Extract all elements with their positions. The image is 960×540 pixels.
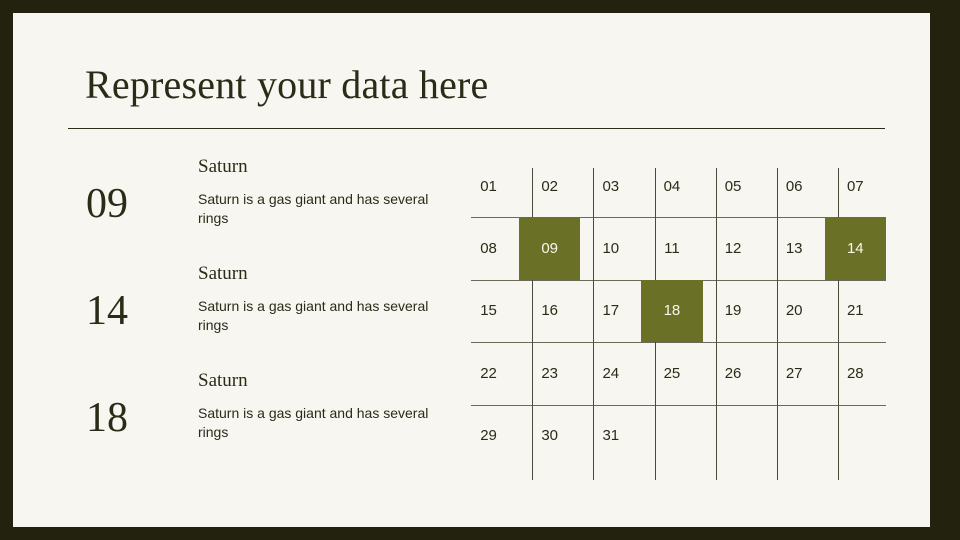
calendar-column-divider	[776, 168, 778, 480]
calendar-day-cell[interactable]: 21	[846, 302, 864, 320]
list-item-description: Saturn is a gas giant and has several ri…	[198, 297, 429, 334]
list-item[interactable]: 09 Saturn Saturn is a gas giant and has …	[68, 155, 443, 262]
calendar-day-cell[interactable]: 30	[541, 427, 559, 445]
list-item-description: Saturn is a gas giant and has several ri…	[198, 190, 429, 227]
data-list: 09 Saturn Saturn is a gas giant and has …	[68, 155, 443, 476]
calendar-column-divider	[532, 168, 534, 480]
calendar-day-cell[interactable]: 10	[602, 240, 620, 258]
list-item-heading: Saturn	[198, 370, 248, 391]
calendar-day-cell[interactable]: 25	[663, 364, 681, 382]
calendar-day-cell[interactable]: 05	[724, 177, 742, 195]
list-item-body: Saturn Saturn is a gas giant and has sev…	[198, 369, 446, 442]
calendar-row-divider	[471, 217, 886, 219]
calendar-day-cell[interactable]: 11	[664, 240, 680, 258]
calendar-week-row: 01 02 03 04 05 06 07	[458, 155, 886, 217]
list-item[interactable]: 14 Saturn Saturn is a gas giant and has …	[68, 262, 443, 369]
page-title: Represent your data here	[85, 62, 489, 107]
calendar-grid: 01 02 03 04 05 06 07 08 09 10 11 12 13 14 15 16 17 18 19 20…	[458, 155, 886, 481]
list-item-heading: Saturn	[198, 263, 248, 284]
calendar-day-cell[interactable]: 29	[480, 427, 497, 445]
calendar-day-cell[interactable]: 23	[541, 364, 559, 382]
calendar-day-cell[interactable]: 22	[480, 364, 497, 382]
calendar-day-cell-empty	[825, 405, 886, 467]
calendar-day-cell[interactable]: 08	[480, 240, 497, 258]
calendar-day-cell[interactable]: 26	[724, 364, 742, 382]
calendar-day-cell-empty	[641, 405, 702, 467]
list-item-body: Saturn Saturn is a gas giant and has sev…	[198, 262, 446, 335]
calendar-day-cell[interactable]: 17	[602, 302, 620, 320]
calendar-day-cell[interactable]: 27	[785, 364, 803, 382]
calendar-day-cell[interactable]: 15	[480, 302, 497, 320]
calendar-day-cell-empty	[703, 405, 764, 467]
calendar-day-cell[interactable]: 04	[663, 177, 681, 195]
calendar-day-cell[interactable]: 19	[724, 302, 742, 320]
calendar-day-cell[interactable]: 28	[846, 364, 864, 382]
calendar-day-cell[interactable]: 06	[785, 177, 803, 195]
calendar-week-row: 22 23 24 25 26 27 28	[458, 342, 886, 404]
calendar-day-cell[interactable]: 16	[541, 302, 559, 320]
calendar-day-cell[interactable]: 13	[785, 240, 803, 258]
calendar-day-cell[interactable]: 07	[846, 177, 864, 195]
calendar-day-cell[interactable]: 02	[541, 177, 559, 195]
calendar-week-row: 15 16 17 18 19 20 21	[458, 279, 886, 343]
list-item-number: 18	[86, 395, 128, 441]
calendar-column-divider	[593, 168, 595, 480]
list-item-description: Saturn is a gas giant and has several ri…	[198, 404, 429, 441]
calendar-day-cell[interactable]: 20	[785, 302, 803, 320]
title-divider	[68, 128, 885, 129]
calendar-day-cell[interactable]: 12	[724, 240, 742, 258]
calendar-column-divider	[837, 168, 839, 480]
calendar-day-cell[interactable]: 14	[824, 217, 886, 280]
list-item-heading: Saturn	[198, 156, 248, 177]
calendar-week-row: 08 09 10 11 12 13 14	[458, 217, 886, 280]
calendar-day-cell-empty	[764, 405, 825, 467]
calendar-row-divider	[471, 342, 886, 344]
calendar-day-cell[interactable]: 01	[480, 177, 497, 195]
calendar-day-cell[interactable]: 31	[602, 427, 620, 445]
list-item[interactable]: 18 Saturn Saturn is a gas giant and has …	[68, 369, 443, 476]
slide-canvas: Represent your data here 09 Saturn Satur…	[13, 13, 930, 527]
list-item-body: Saturn Saturn is a gas giant and has sev…	[198, 155, 446, 228]
calendar-column-divider	[715, 168, 717, 480]
calendar-day-cell[interactable]: 03	[602, 177, 620, 195]
list-item-number: 09	[86, 181, 128, 227]
calendar-week-row: 29 30 31	[458, 405, 886, 467]
calendar-day-cell[interactable]: 18	[641, 279, 703, 343]
list-item-number: 14	[86, 288, 128, 334]
calendar-day-cell[interactable]: 24	[602, 364, 620, 382]
calendar-day-cell[interactable]: 09	[519, 217, 581, 280]
calendar-row-divider	[471, 404, 886, 406]
